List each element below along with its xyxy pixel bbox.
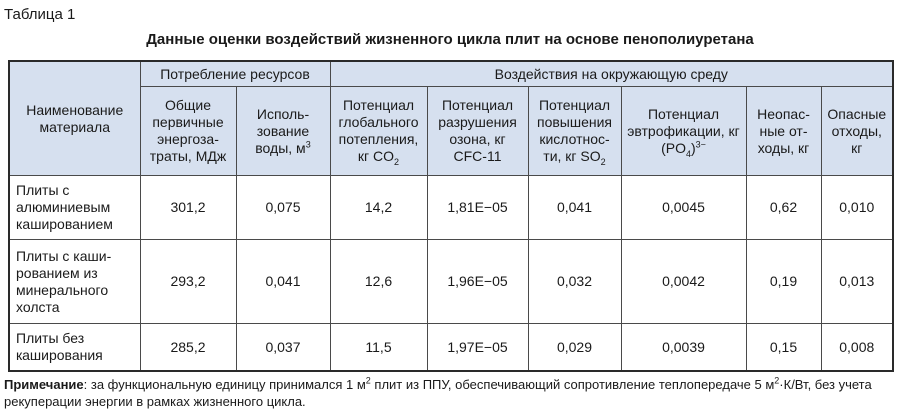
ep-value: 0,0039 (620, 323, 747, 372)
header-energy: Общие первичные энергоза-траты, МДж (139, 86, 237, 176)
gwp-value: 11,5 (329, 323, 428, 372)
nonhazardous-waste-value: 0,19 (745, 239, 822, 324)
material-name: Плиты без кaширования (8, 323, 141, 372)
header-material-name: Наименование материала (8, 60, 141, 176)
header-odp: Потенциал разрушения озона, кг CFC-11 (426, 86, 529, 176)
header-water: Исполь-зование воды, м3 (235, 86, 331, 176)
header-group-environment: Воздействия на окружающую среду (329, 60, 894, 87)
table-row: Плиты с каши-рованием из минерального хо… (8, 239, 894, 324)
water-value: 0,075 (235, 175, 331, 240)
material-name: Плиты с алюминиевым кашированием (8, 175, 141, 240)
header-nonhazardous-waste: Неопас-ные от-ходы, кг (745, 86, 822, 176)
table-label: Таблица 1 (4, 6, 76, 23)
hazardous-waste-value: 0,008 (820, 323, 894, 372)
header-hazardous-waste: Опасные отходы, кг (820, 86, 894, 176)
gwp-value: 12,6 (329, 239, 428, 324)
odp-value: 1,81E−05 (426, 175, 529, 240)
header-ap: Потенциал повышения кислотнос-ти, кг SO2 (527, 86, 622, 176)
water-value: 0,037 (235, 323, 331, 372)
ap-value: 0,041 (527, 175, 622, 240)
water-value: 0,041 (235, 239, 331, 324)
ap-value: 0,029 (527, 323, 622, 372)
nonhazardous-waste-value: 0,62 (745, 175, 822, 240)
energy-value: 293,2 (139, 239, 237, 324)
ep-value: 0,0042 (620, 239, 747, 324)
ap-value: 0,032 (527, 239, 622, 324)
energy-value: 285,2 (139, 323, 237, 372)
hazardous-waste-value: 0,013 (820, 239, 894, 324)
table-note: Примечание: за функциональную единицу пр… (4, 375, 872, 409)
table-row: Плиты с алюминиевым кашированием 301,2 0… (8, 175, 894, 240)
nonhazardous-waste-value: 0,15 (745, 323, 822, 372)
odp-value: 1,96E−05 (426, 239, 529, 324)
material-name: Плиты с каши-рованием из минерального хо… (8, 239, 141, 324)
header-gwp: Потенциал глобального потепления, кг CO2 (329, 86, 428, 176)
note-label: Примечание (4, 377, 84, 392)
energy-value: 301,2 (139, 175, 237, 240)
header-group-resources: Потребление ресурсов (139, 60, 331, 87)
odp-value: 1,97E−05 (426, 323, 529, 372)
hazardous-waste-value: 0,010 (820, 175, 894, 240)
table-caption: Данные оценки воздействий жизненного цик… (146, 31, 754, 48)
table-row: Плиты без кaширования 285,2 0,037 11,5 1… (8, 323, 894, 372)
lca-table: Наименование материала Потребление ресур… (8, 60, 895, 372)
gwp-value: 14,2 (329, 175, 428, 240)
ep-value: 0,0045 (620, 175, 747, 240)
header-ep: Потенциал эвтрофикации, кг (PO4)3− (620, 86, 747, 176)
